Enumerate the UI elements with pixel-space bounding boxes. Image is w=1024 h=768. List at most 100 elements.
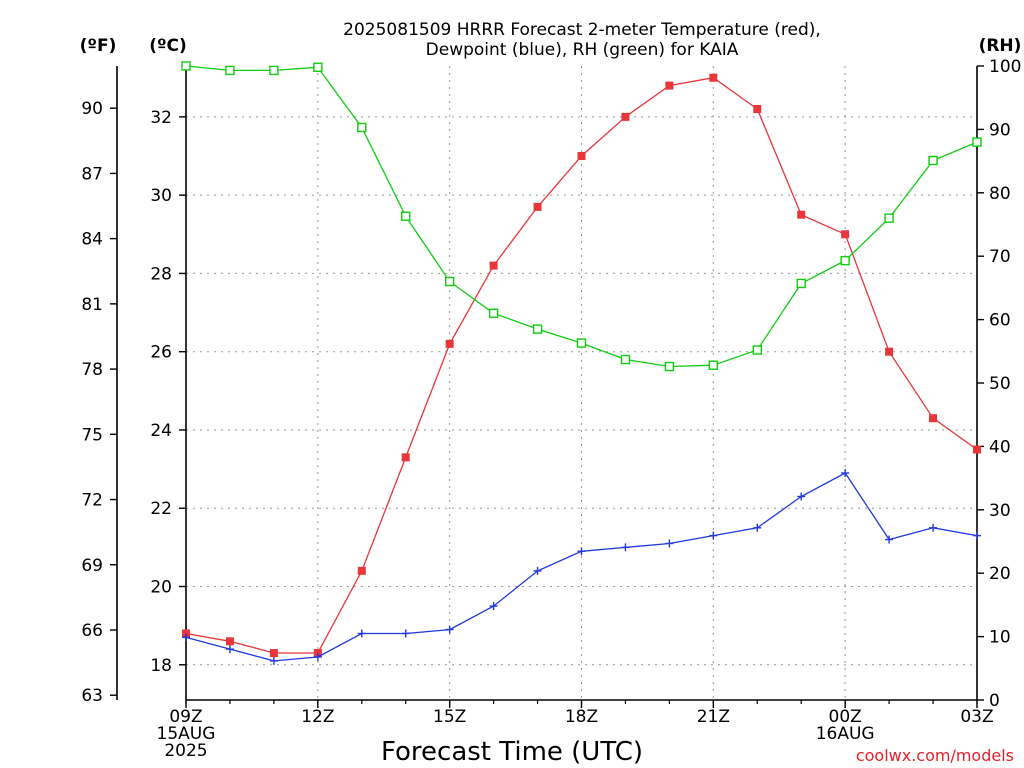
dewpoint-point (929, 523, 938, 532)
rh-tick-label: 30 (989, 501, 1011, 521)
dewpoint-point (753, 523, 762, 532)
rh-unit-label: (RH) (979, 36, 1022, 56)
temperature-point (885, 347, 894, 356)
rh-tick-label: 50 (989, 374, 1011, 394)
temperature-point (753, 105, 762, 114)
temperature-point (357, 566, 366, 575)
temperature-point (489, 261, 498, 270)
dewpoint-point (841, 469, 850, 478)
rh-point (225, 65, 235, 76)
dewpoint-point (489, 602, 498, 611)
fahrenheit-unit-label: (ºF) (80, 36, 117, 56)
x-tick-label: 00Z (829, 707, 862, 727)
rh-tick-label: 20 (989, 564, 1011, 584)
f-tick-label: 78 (81, 360, 103, 380)
temperature-point (577, 152, 586, 161)
c-tick-label: 32 (150, 108, 172, 128)
f-tick-label: 90 (81, 99, 103, 119)
rh-tick-label: 70 (989, 247, 1011, 267)
dewpoint-point (357, 629, 366, 638)
dewpoint-point (225, 645, 234, 654)
f-tick-label: 84 (81, 230, 103, 250)
x-tick-label: 15Z (433, 707, 466, 727)
rh-point (708, 360, 719, 370)
c-tick-label: 26 (150, 343, 172, 363)
dewpoint-point (577, 547, 586, 556)
chart-title-line-1: 2025081509 HRRR Forecast 2-meter Tempera… (343, 20, 821, 40)
temperature-point (797, 210, 806, 219)
dewpoint-point (797, 492, 806, 501)
dewpoint-point (445, 625, 454, 634)
temperature-point (665, 81, 674, 90)
rh-point (884, 213, 894, 223)
temperature-series (182, 73, 981, 658)
f-tick-label: 63 (81, 686, 103, 706)
rh-point (664, 361, 675, 372)
rh-point (752, 345, 762, 355)
rh-series-line (185, 65, 978, 368)
credit-label: coolwx.com/models (856, 746, 1014, 765)
rh-tick-label: 60 (989, 311, 1011, 331)
c-tick-label: 18 (150, 656, 172, 676)
x-tick-label: 09Z (169, 707, 202, 727)
axes (116, 66, 978, 701)
x-axis-title: Forecast Time (UTC) (381, 737, 643, 767)
rh-point (928, 155, 938, 166)
x-tick-label: 12Z (301, 707, 334, 727)
temperature-point (841, 230, 850, 239)
x-tick-label: 18Z (565, 707, 598, 727)
temperature-point (225, 637, 234, 646)
dewpoint-point (313, 652, 322, 661)
dewpoint-point (621, 543, 630, 552)
chart-title-line-2: Dewpoint (blue), RH (green) for KAIA (426, 40, 739, 60)
x-tick-label: 15AUG (157, 724, 216, 744)
f-tick-label: 75 (81, 425, 103, 445)
rh-point (313, 62, 323, 72)
dewpoint-point (885, 535, 894, 544)
rh-point (840, 255, 850, 266)
temperature-point (929, 414, 938, 423)
rh-tick-label: 0 (989, 691, 1000, 711)
x-tick-label: 16AUG (816, 724, 875, 744)
temperature-point (973, 445, 981, 454)
rh-point (488, 308, 499, 318)
f-tick-label: 87 (81, 164, 103, 184)
x-tick-label: 21Z (697, 707, 730, 727)
dewpoint-point (401, 629, 410, 638)
rh-point (269, 65, 279, 76)
rh-series (181, 61, 982, 372)
grid (186, 66, 977, 700)
temperature-point (533, 202, 542, 211)
temperature-point (445, 339, 454, 348)
c-tick-label: 30 (150, 186, 172, 206)
rh-point (357, 122, 367, 133)
rh-tick-label: 40 (989, 437, 1011, 457)
rh-point (181, 61, 191, 71)
rh-tick-label: 100 (989, 57, 1021, 77)
rh-point (532, 324, 543, 334)
dewpoint-point (533, 566, 542, 575)
rh-point (972, 137, 982, 147)
c-tick-label: 28 (150, 264, 172, 284)
dewpoint-point (182, 633, 190, 642)
dewpoint-point (269, 656, 278, 665)
x-tick-label: 03Z (960, 707, 993, 727)
temperature-point (621, 112, 630, 121)
rh-point (620, 354, 631, 365)
rh-point (576, 338, 587, 348)
celsius-unit-label: (ºC) (149, 36, 187, 56)
c-tick-label: 24 (150, 421, 172, 441)
c-tick-label: 20 (150, 578, 172, 598)
temperature-point (709, 73, 718, 82)
f-tick-label: 72 (81, 491, 103, 511)
temperature-point (401, 453, 410, 462)
data-series (181, 61, 982, 665)
c-tick-label: 22 (150, 499, 172, 519)
temperature-point (269, 649, 278, 658)
dewpoint-series (182, 469, 981, 665)
axis-ticks: 18 20 22 24 26 28 30 32 63 66 69 72 75 78 81 84 87 90 0 10 2… (81, 57, 1021, 761)
x-tick-label: 2025 (164, 741, 207, 761)
dewpoint-point (709, 531, 718, 540)
f-tick-label: 69 (81, 556, 103, 576)
